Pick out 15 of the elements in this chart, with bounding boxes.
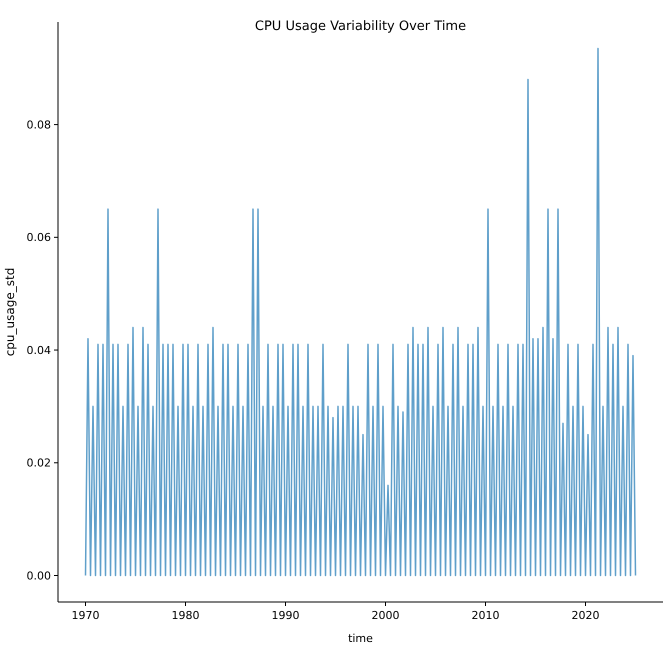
x-tick-label: 1990	[272, 609, 300, 622]
chart-title: CPU Usage Variability Over Time	[254, 19, 466, 34]
y-tick-label: 0.06	[26, 231, 51, 244]
y-tick-label: 0.04	[26, 344, 51, 357]
y-tick-label: 0.00	[26, 569, 51, 582]
line-series	[84, 48, 636, 576]
y-axis-title: cpu_usage_std	[3, 268, 17, 356]
x-tick-label: 1980	[172, 609, 200, 622]
y-tick-label: 0.08	[26, 118, 51, 132]
x-tick-label: 1970	[72, 609, 100, 622]
x-tick-label: 2000	[372, 609, 400, 622]
x-tick-label: 2010	[472, 609, 500, 622]
y-tick-label: 0.02	[26, 456, 51, 470]
x-tick-label: 2020	[572, 609, 600, 622]
x-axis-title: time	[348, 632, 374, 645]
